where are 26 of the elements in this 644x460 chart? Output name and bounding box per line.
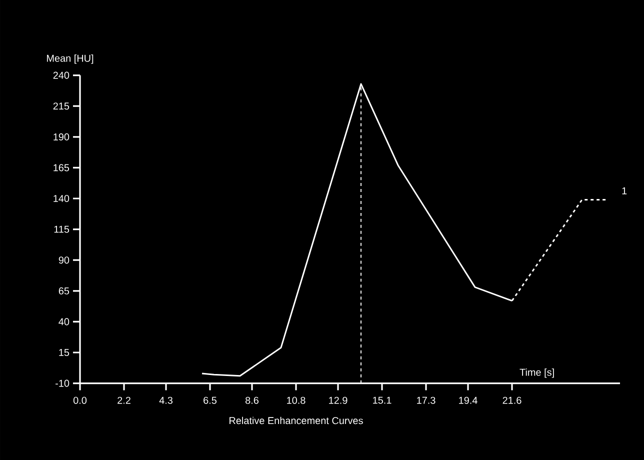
y-tick-label: 165 bbox=[54, 164, 70, 172]
x-tick-label: 21.6 bbox=[502, 396, 522, 404]
x-tick-label: 17.3 bbox=[417, 396, 436, 404]
y-tick-label: 90 bbox=[58, 256, 70, 264]
x-axis-title: Time [s] bbox=[520, 368, 554, 378]
x-tick-label: 6.5 bbox=[204, 396, 217, 404]
y-tick-label: 65 bbox=[58, 287, 70, 294]
x-tick-label: 12.9 bbox=[329, 396, 348, 404]
x-tick-label: 0.0 bbox=[73, 396, 87, 404]
y-tick-label: 140 bbox=[54, 194, 70, 202]
y-tick-label: 215 bbox=[53, 102, 70, 110]
text: Relative Enhancement Curves bbox=[230, 416, 363, 424]
y-axis-title: Mean [HU] bbox=[47, 54, 94, 64]
x-tick-label: 15.1 bbox=[373, 396, 392, 404]
x-tick-label: 10.8 bbox=[287, 396, 306, 404]
x-tick-label: 8.6 bbox=[246, 396, 258, 404]
y-tick-label: 115 bbox=[54, 226, 70, 233]
x-tick-label: 19.4 bbox=[459, 396, 478, 404]
y-tick-label: -10 bbox=[56, 380, 70, 387]
annotation: 1 bbox=[622, 187, 627, 194]
y-tick-label: 190 bbox=[54, 133, 70, 140]
x-tick-label: 2.2 bbox=[118, 396, 130, 404]
x-tick-label: 4.3 bbox=[159, 396, 172, 404]
y-tick-label: 240 bbox=[53, 72, 70, 79]
y-tick-label: 15 bbox=[59, 349, 70, 356]
y-tick-label: 40 bbox=[58, 318, 70, 326]
